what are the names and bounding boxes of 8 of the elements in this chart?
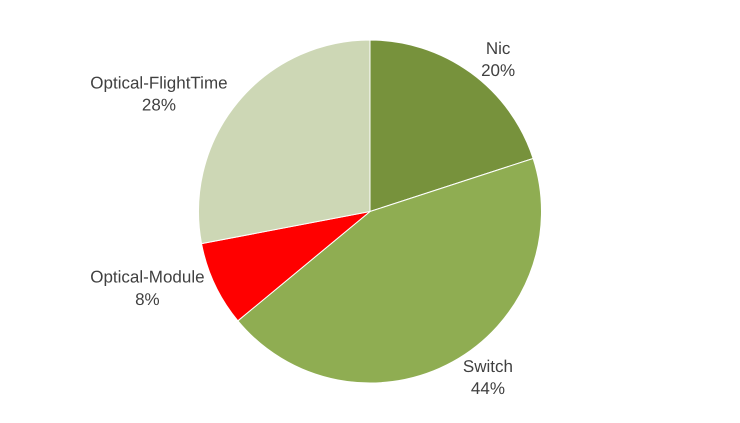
- slice-label: Nic: [486, 38, 511, 58]
- data-label: 20%: [481, 60, 516, 80]
- data-label: 44%: [470, 379, 505, 398]
- data-label: 28%: [142, 95, 176, 114]
- slice-label: Optical-Module: [90, 268, 205, 287]
- data-label: 8%: [135, 290, 160, 309]
- slice-label: Switch: [462, 357, 513, 376]
- slice-label: Optical-FlightTime: [90, 73, 228, 92]
